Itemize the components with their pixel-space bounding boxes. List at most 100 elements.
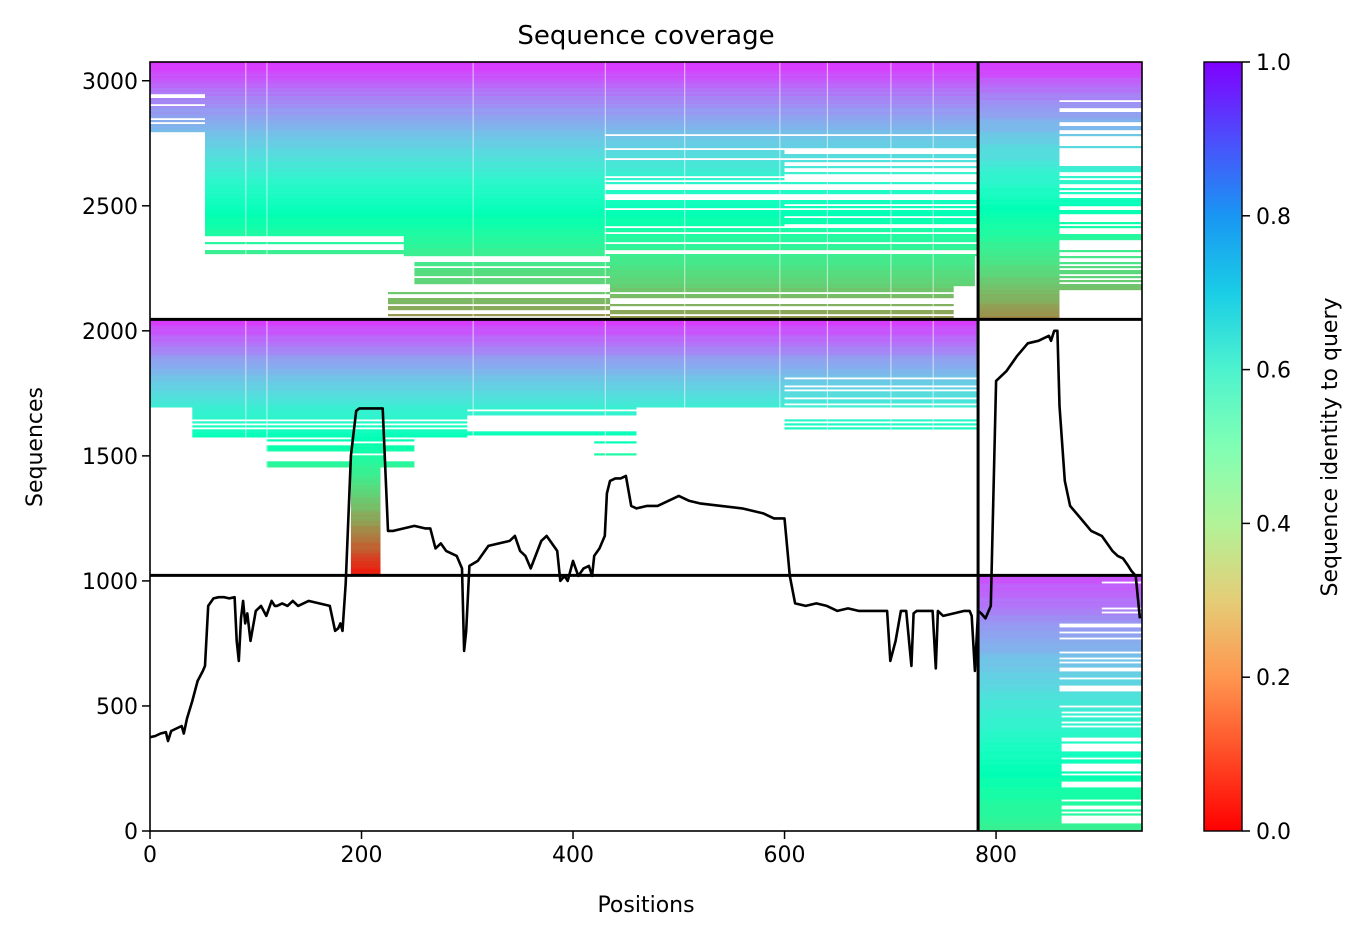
block-right-top-row <box>978 286 1142 289</box>
block-middle-row <box>150 323 979 326</box>
block-right-bottom-row <box>978 615 1142 618</box>
block-right-top-row <box>978 178 1060 181</box>
block-middle-row <box>350 475 381 478</box>
block-right-top-row <box>978 78 1142 81</box>
block-upper-row <box>205 182 979 185</box>
block-right-bottom-row <box>978 617 1142 620</box>
block-upper-row <box>205 206 979 209</box>
block-upper-row <box>150 102 979 105</box>
block-right-bottom-row <box>978 735 1142 738</box>
block-middle-row <box>350 481 381 484</box>
block-upper-row <box>205 94 979 97</box>
block-middle-row <box>192 413 637 416</box>
block-middle-row <box>150 349 979 352</box>
block-right-bottom-row <box>978 739 1062 742</box>
block-upper-row <box>150 88 979 91</box>
block-upper-row <box>205 132 979 135</box>
block-right-bottom-row <box>978 591 1142 594</box>
block-middle-row <box>192 429 468 432</box>
colorbar-ticks: 0.0 0.2 0.4 0.6 0.8 1.0 <box>1242 51 1291 845</box>
block-right-top-row <box>978 244 1060 247</box>
block-right-top-row <box>978 68 1142 71</box>
block-upper-row <box>205 172 979 175</box>
block-upper-row <box>150 90 979 93</box>
block-upper-row <box>205 156 979 159</box>
block-middle-row <box>350 497 381 500</box>
block-upper-row <box>205 230 979 233</box>
block-upper-row <box>205 226 605 229</box>
block-middle-row <box>266 463 415 466</box>
block-right-bottom-row <box>978 585 1142 588</box>
block-right-top-row <box>978 168 1142 171</box>
block-right-top-row <box>978 152 1060 155</box>
block-upper-row <box>610 276 975 279</box>
block-middle-row <box>150 343 979 346</box>
block-right-top-row <box>978 166 1142 169</box>
block-middle-row <box>150 355 979 358</box>
block-middle-row <box>350 553 381 556</box>
block-middle-row <box>350 561 381 564</box>
block-upper-row <box>610 316 954 319</box>
block-upper-row <box>205 228 979 231</box>
block-upper-row <box>205 118 979 121</box>
block-right-bottom-row <box>978 797 1142 800</box>
block-upper-row <box>205 152 785 155</box>
block-upper-row <box>414 274 975 277</box>
block-upper-row <box>205 242 605 245</box>
block-right-top-row <box>978 148 1060 151</box>
block-right-bottom-row <box>978 655 1142 658</box>
block-right-bottom-row <box>978 749 1062 752</box>
block-right-bottom-row <box>978 633 1142 636</box>
y-tick-label: 3000 <box>82 70 138 95</box>
block-right-top-row <box>978 292 1060 295</box>
block-middle-row <box>350 537 381 540</box>
block-right-top-row <box>978 228 1060 231</box>
block-right-bottom-row <box>978 577 1142 580</box>
block-middle-row <box>150 381 979 384</box>
block-right-bottom-row <box>978 765 1062 768</box>
block-upper-row <box>205 192 979 195</box>
block-upper-row <box>205 196 605 199</box>
y-tick-label: 2500 <box>82 195 138 220</box>
block-upper-row <box>150 120 979 123</box>
block-middle-row <box>350 451 385 454</box>
block-right-bottom-row <box>978 663 1142 666</box>
block-right-top-row <box>978 208 1060 211</box>
block-right-bottom-row <box>978 631 1060 634</box>
block-right-top-row <box>978 314 1060 317</box>
block-right-bottom-row <box>978 611 1102 614</box>
block-right-top-row <box>978 246 1060 249</box>
block-upper-row <box>403 236 979 239</box>
block-right-top-row <box>978 270 1142 273</box>
block-upper-row <box>150 84 979 87</box>
block-right-bottom-row <box>978 695 1142 698</box>
block-right-bottom-row <box>978 627 1142 630</box>
block-middle-row <box>350 535 381 538</box>
block-right-top-row <box>978 62 1142 65</box>
block-upper-row <box>205 154 979 157</box>
block-right-top-row <box>978 172 1060 175</box>
block-middle-row <box>150 403 785 406</box>
block-upper-row <box>150 70 979 73</box>
block-right-top-row <box>978 180 1142 183</box>
block-middle-row <box>266 445 415 448</box>
chain-break-lines <box>150 62 1142 831</box>
block-middle-row <box>192 409 468 412</box>
block-upper-row <box>205 216 785 219</box>
block-upper-row <box>610 296 954 299</box>
block-right-top-row <box>978 128 1142 131</box>
block-right-top-row <box>978 200 1142 203</box>
block-middle-row <box>150 379 979 382</box>
block-middle-row <box>350 541 381 544</box>
block-right-top-row <box>978 70 1142 73</box>
block-middle-row <box>350 513 381 516</box>
block-upper-row <box>414 272 975 275</box>
block-right-bottom-row <box>978 677 1060 680</box>
block-right-top-row <box>978 84 1142 87</box>
block-middle-row <box>350 531 381 534</box>
block-upper-row <box>205 234 979 237</box>
block-right-top-row <box>978 194 1060 197</box>
block-middle-row <box>150 321 979 324</box>
block-middle-row <box>150 351 979 354</box>
block-right-bottom-row <box>978 641 1142 644</box>
